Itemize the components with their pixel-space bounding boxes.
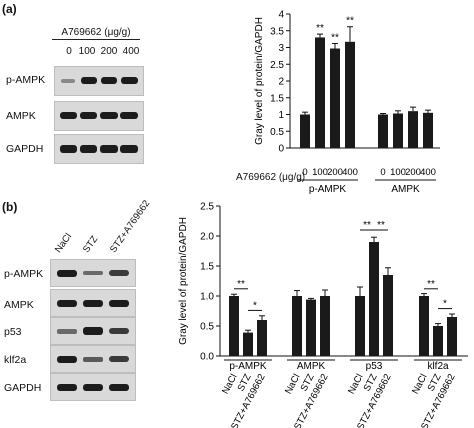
chart-b: 0.0 0.5 1.0 1.5 2.0 2.5 Gray level of protein/… xyxy=(178,202,468,428)
significance-mark-b: ** xyxy=(363,220,371,231)
significance-mark-b: ** xyxy=(377,220,385,231)
y-axis-label-b: Gray level of protein/GAPDH xyxy=(178,217,189,345)
dose-label-a: 0 xyxy=(66,46,72,57)
x-tick-label-a: 400 xyxy=(342,167,358,178)
y-tick-label-a: 1.5 xyxy=(270,93,284,104)
significance-mark-a: ** xyxy=(331,32,339,43)
panel-b-label: (b) xyxy=(2,200,18,214)
bar-a xyxy=(393,113,403,148)
blot-label-b: p-AMPK xyxy=(4,268,44,280)
blot-image-gapdh-b xyxy=(50,373,136,401)
blot-image-gapdh-a xyxy=(54,134,144,164)
dose-label-a: 400 xyxy=(122,46,140,57)
bar-b xyxy=(355,296,365,356)
blot-image-klf2a-b xyxy=(50,345,136,373)
blot-label-b: AMPK xyxy=(4,299,34,311)
y-tick-label-a: 1 xyxy=(278,110,284,121)
blot-label-b: GAPDH xyxy=(4,382,42,394)
x-tick-label-a: 100 xyxy=(390,167,406,178)
x-tick-label-a: 0 xyxy=(302,167,307,178)
x-tick-label-a: 100 xyxy=(312,167,328,178)
treatment-title-underline xyxy=(52,39,140,40)
treatment-title-a: A769662 (μg/g) xyxy=(61,27,131,38)
blot-label-b: klf2a xyxy=(4,354,27,366)
bar-b xyxy=(433,326,443,356)
group-label-b: p-AMPK xyxy=(229,361,267,372)
y-tick-label-b: 2.0 xyxy=(200,232,214,243)
blot-label-a: AMPK xyxy=(6,110,36,122)
significance-mark-b: ** xyxy=(237,279,245,290)
blot-label-b: p53 xyxy=(4,326,22,338)
y-tick-label-b: 0.0 xyxy=(200,352,214,363)
bar-b xyxy=(257,320,267,356)
bar-a xyxy=(423,112,433,148)
x-axis-title-a: A769662 (μg/g) xyxy=(236,172,306,183)
bar-b xyxy=(369,242,379,356)
bar-b xyxy=(447,317,457,356)
x-tick-label-a: 200 xyxy=(405,167,421,178)
group-label-b: p53 xyxy=(366,361,383,372)
y-tick-label-a: 0.5 xyxy=(270,127,284,138)
group-label-a: p-AMPK xyxy=(309,184,347,195)
dose-label-a: 200 xyxy=(100,46,118,57)
panel-a-label: (a) xyxy=(2,2,17,16)
y-tick-label-b: 2.5 xyxy=(200,202,214,213)
y-tick-label-b: 1.0 xyxy=(200,292,214,303)
group-label-b: AMPK xyxy=(297,361,326,372)
chart-a: 0 0.5 1 1.5 2 2.5 3 3.5 4 Gray level of protein/G… xyxy=(254,10,440,195)
bar-b xyxy=(320,296,330,356)
group-label-b: klf2a xyxy=(427,361,449,372)
y-axis-label-a: Gray level of protein/GAPDH xyxy=(254,17,265,145)
significance-mark-a: ** xyxy=(316,23,324,34)
bar-b xyxy=(306,299,316,356)
significance-mark-a: ** xyxy=(346,16,354,27)
x-tick-label-a: 400 xyxy=(420,167,436,178)
significance-mark-b: * xyxy=(443,299,447,310)
blot-image-ampk-b xyxy=(50,289,136,317)
y-tick-label-b: 1.5 xyxy=(200,262,214,273)
bar-b xyxy=(419,296,429,356)
bar-b xyxy=(292,296,302,356)
bar-a xyxy=(315,37,325,149)
blot-label-a: GAPDH xyxy=(6,143,44,155)
blot-image-p53-b xyxy=(50,317,136,345)
y-tick-label-b: 0.5 xyxy=(200,322,214,333)
y-tick-label-a: 2 xyxy=(278,77,284,88)
y-tick-label-a: 2.5 xyxy=(270,60,284,71)
x-tick-label-a: 200 xyxy=(327,167,343,178)
bar-b xyxy=(383,275,393,356)
y-tick-label-a: 3 xyxy=(278,43,284,54)
blot-image-p-ampk-a xyxy=(54,66,144,96)
significance-mark-b: ** xyxy=(427,279,435,290)
y-tick-label-a: 4 xyxy=(278,10,284,21)
x-tick-label-a: 0 xyxy=(380,167,385,178)
y-tick-label-a: 3.5 xyxy=(270,26,284,37)
group-label-a: AMPK xyxy=(391,184,420,195)
bar-a xyxy=(345,41,355,148)
bar-b xyxy=(229,296,239,356)
bar-b xyxy=(243,332,253,356)
bar-a xyxy=(408,111,418,148)
y-tick-label-a: 0 xyxy=(278,144,284,155)
bar-a xyxy=(300,114,310,148)
bar-a xyxy=(330,48,340,148)
significance-mark-b: * xyxy=(253,300,257,311)
blot-image-p-ampk-b xyxy=(50,259,136,287)
dose-label-a: 100 xyxy=(78,46,96,57)
bar-a xyxy=(378,114,388,148)
blot-label-a: p-AMPK xyxy=(6,74,46,86)
blot-image-ampk-a xyxy=(54,101,144,131)
